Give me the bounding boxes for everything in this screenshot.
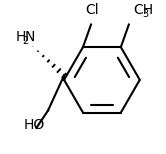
Text: 3: 3 <box>142 9 148 19</box>
Text: H: H <box>16 30 26 44</box>
Text: CH: CH <box>133 3 153 17</box>
Text: HO: HO <box>23 118 45 132</box>
Text: N: N <box>25 30 36 44</box>
Text: Cl: Cl <box>85 3 99 17</box>
Text: 2: 2 <box>22 36 28 46</box>
